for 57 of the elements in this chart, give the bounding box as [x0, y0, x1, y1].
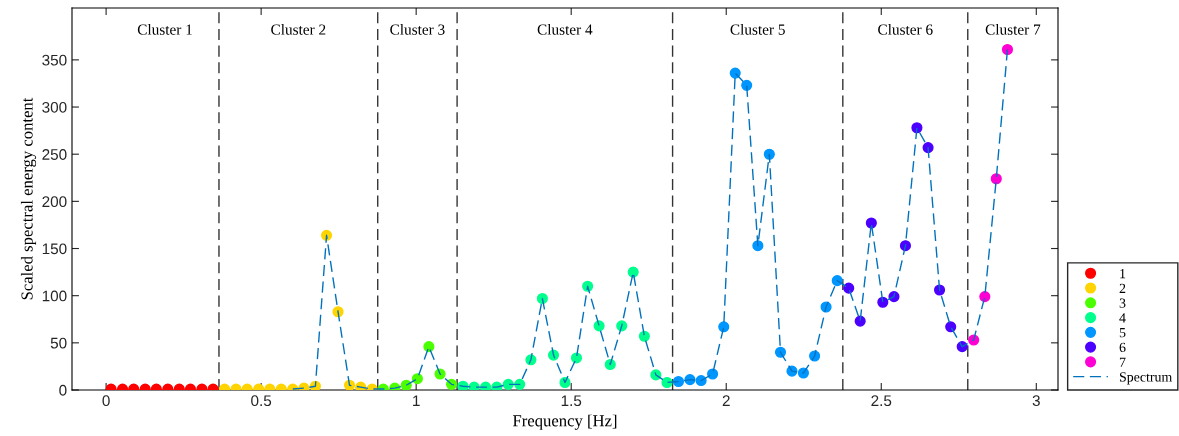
legend-label: 2: [1119, 283, 1126, 293]
y-tick-label: 150: [42, 243, 67, 255]
annotation: Cluster 7: [985, 23, 1041, 35]
point: [854, 315, 866, 327]
x-tick-label: 3: [1032, 395, 1040, 407]
point: [638, 330, 650, 342]
annotation: Cluster 3: [390, 23, 445, 35]
y-tick-label: 200: [42, 196, 67, 208]
legend-label: 4: [1119, 313, 1126, 323]
x-tick-label: 0: [102, 395, 110, 407]
x-axis-title: Frequency [Hz]: [512, 414, 617, 430]
point: [911, 122, 923, 134]
point: [514, 378, 526, 390]
point: [752, 240, 764, 252]
point: [423, 341, 435, 353]
point: [502, 378, 514, 390]
y-tick-label: 350: [42, 54, 67, 66]
x-tick-label: 1: [413, 395, 420, 406]
point: [945, 321, 957, 333]
point: [718, 321, 730, 333]
y-axis-title: Scaled spectral energy content: [20, 97, 37, 300]
point: [695, 375, 707, 387]
point: [400, 379, 412, 390]
point: [321, 229, 333, 241]
point: [536, 292, 548, 305]
annotation: Cluster 2: [271, 23, 326, 35]
y-tick-label: 100: [42, 290, 67, 302]
point: [979, 291, 991, 303]
legend-label: 6: [1119, 342, 1126, 353]
legend-label: 5: [1119, 328, 1126, 338]
point: [933, 284, 946, 296]
annotation: Cluster 1: [137, 23, 192, 35]
y-tick-label: 50: [50, 337, 67, 349]
legend-label: 3: [1119, 298, 1126, 308]
y-tick-label: 250: [42, 149, 67, 160]
point: [661, 376, 673, 389]
y-tick-label: 300: [42, 101, 67, 113]
legend-label: 1: [1120, 268, 1126, 279]
x-tick-label: 1.5: [561, 395, 582, 407]
annotation: Cluster 6: [878, 23, 933, 35]
annotation: Cluster 5: [730, 23, 785, 35]
point: [865, 217, 877, 229]
point: [741, 79, 753, 91]
annotation: Cluster 4: [537, 23, 593, 35]
x-tick-label: 0.5: [251, 395, 272, 407]
x-tick-label: 2.5: [871, 395, 892, 407]
point: [411, 373, 423, 385]
y-tick-label: 0: [59, 384, 67, 396]
legend-label: Spectrum: [1119, 372, 1173, 385]
legend-label: 7: [1119, 357, 1126, 367]
point: [877, 296, 889, 308]
x-tick-label: 2: [722, 395, 730, 406]
point: [922, 142, 934, 154]
point: [990, 173, 1002, 185]
point: [843, 282, 855, 294]
point: [763, 148, 775, 160]
point: [707, 368, 719, 380]
